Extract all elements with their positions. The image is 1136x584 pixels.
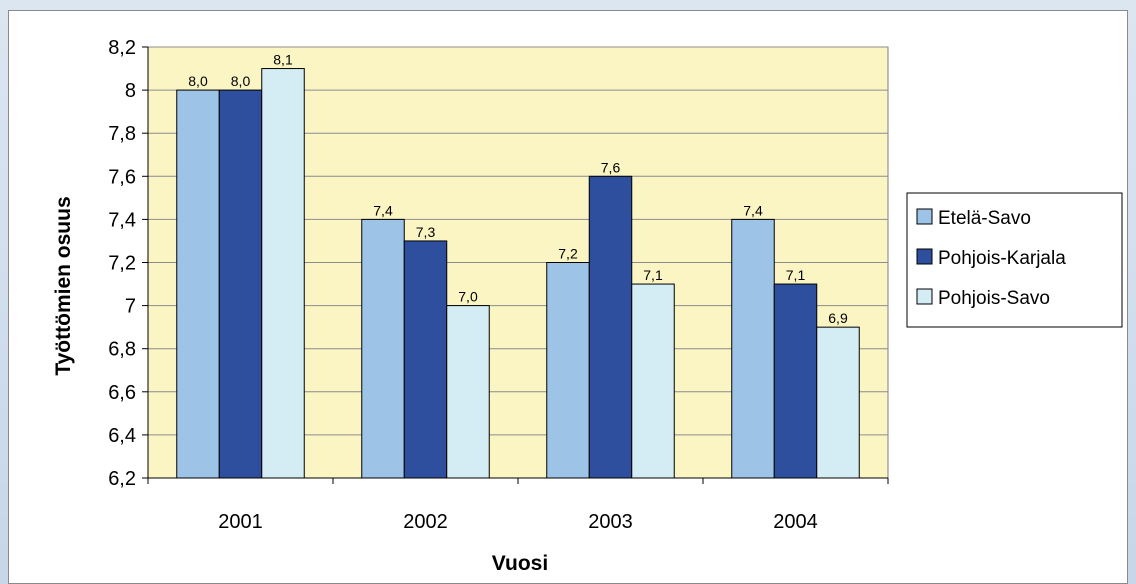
data-label: 6,9 — [828, 310, 848, 326]
data-label: 8,0 — [188, 73, 208, 89]
x-tick-label: 2001 — [218, 511, 263, 533]
data-label: 7,2 — [558, 246, 578, 262]
legend-swatch — [916, 248, 933, 265]
y-tick-labels: 6,2 6,4 6,6 6,8 7 7,2 7,4 7,6 7,8 8 8,2 — [108, 37, 136, 490]
data-label: 8,1 — [273, 52, 293, 68]
data-label: 7,1 — [786, 267, 806, 283]
bar-etel-savo-2004 — [731, 218, 775, 479]
y-tick-label: 6,8 — [108, 339, 136, 361]
legend-label: Etelä-Savo — [938, 208, 1031, 229]
y-tick-label: 7,8 — [108, 123, 136, 145]
bar-pohjois-savo-2003 — [631, 283, 675, 479]
x-tick-label: 2003 — [588, 511, 633, 533]
data-labels: 8,0 8,0 8,1 7,4 7,3 7,0 7,2 7,6 7,1 7,4 7,1 6,9 — [188, 52, 848, 327]
data-label: 7,1 — [643, 267, 663, 283]
x-tick-labels: 2001 2002 2003 2004 — [218, 511, 818, 533]
legend-swatch — [916, 208, 933, 225]
bar-etel-savo-2003 — [546, 262, 590, 479]
bar-pohjois-savo-2001 — [261, 68, 305, 479]
data-label: 8,0 — [231, 73, 251, 89]
y-tick-label: 6,2 — [108, 468, 136, 490]
data-label: 7,0 — [458, 289, 478, 305]
axes — [142, 46, 889, 484]
bar-pohjois-karjala-2002 — [403, 240, 448, 479]
bar-etel-savo-2002 — [361, 218, 405, 479]
y-tick-label: 7 — [125, 296, 136, 318]
y-tick-label: 6,4 — [108, 425, 136, 447]
bar-pohjois-savo-2004 — [816, 326, 860, 479]
y-tick-label: 6,6 — [108, 382, 136, 404]
legend-label: Pohjois-Savo — [938, 288, 1050, 309]
data-label: 7,6 — [601, 159, 621, 175]
bars — [176, 68, 860, 479]
legend: Etelä-Savo Pohjois-Karjala Pohjois-Savo — [906, 192, 1123, 328]
x-tick-label: 2002 — [403, 511, 448, 533]
bar-pohjois-karjala-2003 — [588, 175, 633, 479]
legend-label: Pohjois-Karjala — [938, 248, 1066, 269]
data-label: 7,4 — [373, 202, 393, 218]
data-label: 7,4 — [743, 202, 763, 218]
x-tick-label: 2004 — [773, 511, 818, 533]
bar-pohjois-karjala-2001 — [218, 89, 263, 479]
y-tick-label: 8 — [125, 80, 136, 102]
y-axis-title: Työttömien osuus — [52, 196, 75, 375]
y-tick-label: 7,6 — [108, 166, 136, 188]
bar-etel-savo-2001 — [176, 89, 220, 479]
bar-pohjois-karjala-2004 — [773, 283, 818, 479]
y-tick-label: 8,2 — [108, 37, 136, 59]
data-label: 7,3 — [416, 224, 436, 240]
y-tick-label: 7,2 — [108, 253, 136, 275]
legend-box — [906, 192, 1123, 328]
x-axis-title: Vuosi — [492, 552, 548, 575]
legend-swatch — [916, 288, 933, 305]
y-tick-label: 7,4 — [108, 209, 136, 231]
bar-pohjois-savo-2002 — [446, 305, 490, 479]
